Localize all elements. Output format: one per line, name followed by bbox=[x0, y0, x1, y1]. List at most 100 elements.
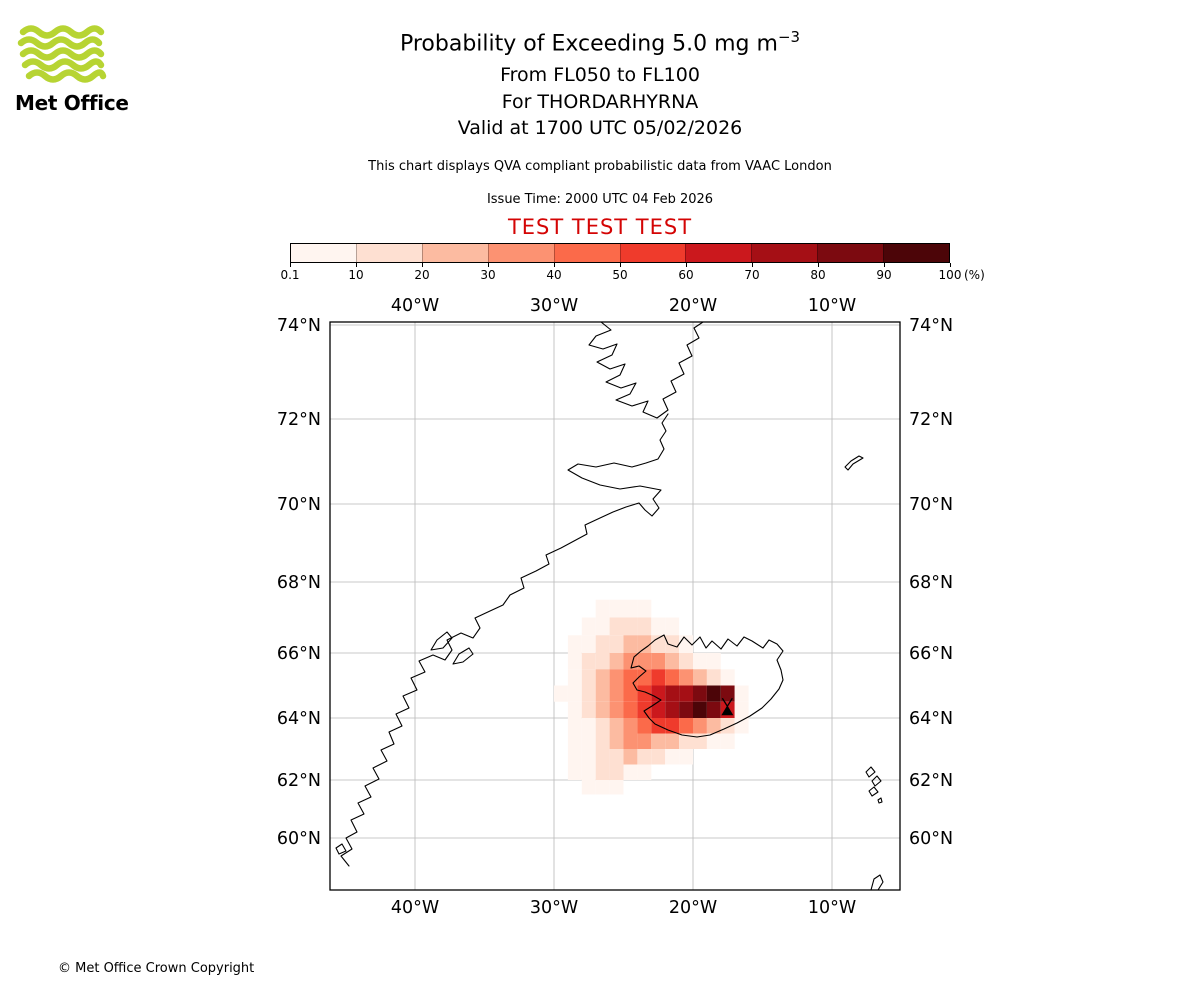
lat-tick-label-left: 72°N bbox=[277, 410, 321, 430]
heatmap-cell bbox=[581, 653, 596, 670]
heatmap-cell bbox=[637, 669, 652, 686]
heatmap-cell bbox=[623, 733, 638, 749]
lon-tick-label-bottom: 40°W bbox=[391, 898, 439, 918]
heatmap-cell bbox=[706, 685, 721, 702]
heatmap-cell bbox=[665, 635, 680, 653]
met-office-logo-waves bbox=[17, 25, 107, 83]
volcano-marker bbox=[721, 697, 734, 716]
heatmap-cell bbox=[637, 749, 652, 765]
coastlines bbox=[335, 322, 884, 890]
heatmap-cell bbox=[581, 617, 596, 636]
heatmap-cell bbox=[637, 764, 652, 780]
colorbar-tick-label: 30 bbox=[480, 268, 496, 282]
colorbar-segment bbox=[817, 244, 884, 262]
heatmap-cell bbox=[595, 780, 610, 795]
test-banner: TEST TEST TEST bbox=[507, 215, 693, 239]
heatmap-cell bbox=[609, 685, 624, 702]
heatmap-cell bbox=[567, 749, 582, 765]
heatmap-cell bbox=[567, 635, 582, 653]
heatmap-cell bbox=[693, 669, 707, 686]
heatmap-cell bbox=[679, 653, 693, 670]
qva-note: This chart displays QVA compliant probab… bbox=[368, 159, 832, 174]
lat-tick-label-right: 74°N bbox=[909, 316, 953, 336]
heatmap-cell bbox=[623, 764, 638, 780]
lon-tick-label-top: 30°W bbox=[530, 296, 578, 316]
colorbar-tick-label: 0.1 bbox=[280, 268, 300, 282]
lat-tick-label-left: 74°N bbox=[277, 316, 321, 336]
heatmap-cell bbox=[581, 635, 596, 653]
heatmap-cell bbox=[679, 718, 693, 734]
subtitle-flight-levels: From FL050 to FL100 bbox=[500, 64, 700, 86]
heatmap-cell bbox=[581, 733, 596, 749]
met-office-logo-text: Met Office bbox=[15, 91, 129, 115]
lat-tick-label-right: 64°N bbox=[909, 709, 953, 729]
heatmap-cell bbox=[595, 599, 610, 618]
met-office-logo: Met Office bbox=[15, 24, 155, 115]
heatmap-cell bbox=[665, 718, 680, 734]
colorbar-segment bbox=[619, 244, 686, 262]
jan-mayen-island bbox=[844, 455, 864, 471]
heatmap-cell bbox=[609, 764, 624, 780]
colorbar-tick-label: 60 bbox=[678, 268, 694, 282]
heatmap-cell bbox=[595, 669, 610, 686]
heatmap-cell bbox=[623, 599, 638, 618]
heatmap-cell bbox=[609, 749, 624, 765]
heatmap-cell bbox=[734, 685, 749, 702]
heatmap-cell bbox=[665, 685, 680, 702]
lat-tick-label-left: 62°N bbox=[277, 771, 321, 791]
heatmap-cell bbox=[651, 653, 666, 670]
heatmap-cell bbox=[567, 718, 582, 734]
heatmap-cell bbox=[706, 669, 721, 686]
heatmap-cell bbox=[623, 635, 638, 653]
colorbar-tick-label: 50 bbox=[612, 268, 628, 282]
lat-tick-label-right: 72°N bbox=[909, 410, 953, 430]
colorbar-segment bbox=[553, 244, 620, 262]
heatmap-cell bbox=[609, 635, 624, 653]
heatmap-cell bbox=[623, 617, 638, 636]
heatmap-cell bbox=[567, 733, 582, 749]
colorbar-unit-label: (%) bbox=[964, 268, 985, 282]
heatmap-cell bbox=[623, 685, 638, 702]
heatmap-cell bbox=[609, 599, 624, 618]
heatmap-cell bbox=[720, 718, 735, 734]
heatmap-cell bbox=[567, 685, 582, 702]
heatmap-cell bbox=[581, 701, 596, 718]
greenland-northern-fjords bbox=[588, 322, 704, 419]
heatmap-cell bbox=[609, 733, 624, 749]
heatmap-cell bbox=[665, 653, 680, 670]
heatmap-cell bbox=[581, 718, 596, 734]
colorbar-segment bbox=[421, 244, 488, 262]
heatmap-cell bbox=[651, 749, 666, 765]
hebrides-island bbox=[870, 874, 884, 890]
colorbar-ticks bbox=[290, 263, 951, 267]
heatmap-cell bbox=[734, 701, 749, 718]
lon-tick-label-top: 20°W bbox=[669, 296, 717, 316]
iceland-coastline bbox=[630, 634, 784, 738]
heatmap-cell bbox=[567, 669, 582, 686]
subtitle-volcano: For THORDARHYRNA bbox=[501, 91, 699, 113]
heatmap-cell bbox=[637, 635, 652, 653]
heatmap-cell bbox=[637, 599, 652, 618]
faroe-islands bbox=[865, 766, 883, 804]
heatmap-cell bbox=[581, 764, 596, 780]
probability-heatmap bbox=[554, 599, 749, 795]
heatmap-cell bbox=[581, 780, 596, 795]
map-tick-labels: 40°W 40°W 30°W 30°W 20°W 20°W 10°W 10°W 74°N 74°N… bbox=[277, 296, 953, 918]
colorbar-tick-label: 90 bbox=[876, 268, 892, 282]
heatmap-cell bbox=[706, 653, 721, 670]
heatmap-cell bbox=[679, 685, 693, 702]
heatmap-cell bbox=[679, 733, 693, 749]
heatmap-cell bbox=[679, 701, 693, 718]
lat-tick-label-left: 68°N bbox=[277, 573, 321, 593]
lon-tick-label-bottom: 20°W bbox=[669, 898, 717, 918]
heatmap-cell bbox=[609, 718, 624, 734]
colorbar-segment bbox=[685, 244, 752, 262]
colorbar-segment bbox=[355, 244, 422, 262]
map-border bbox=[329, 321, 901, 891]
heatmap-cell bbox=[651, 701, 666, 718]
lat-tick-label-right: 70°N bbox=[909, 495, 953, 515]
heatmap-cell bbox=[693, 701, 707, 718]
heatmap-cell bbox=[665, 749, 680, 765]
lat-tick-label-right: 62°N bbox=[909, 771, 953, 791]
